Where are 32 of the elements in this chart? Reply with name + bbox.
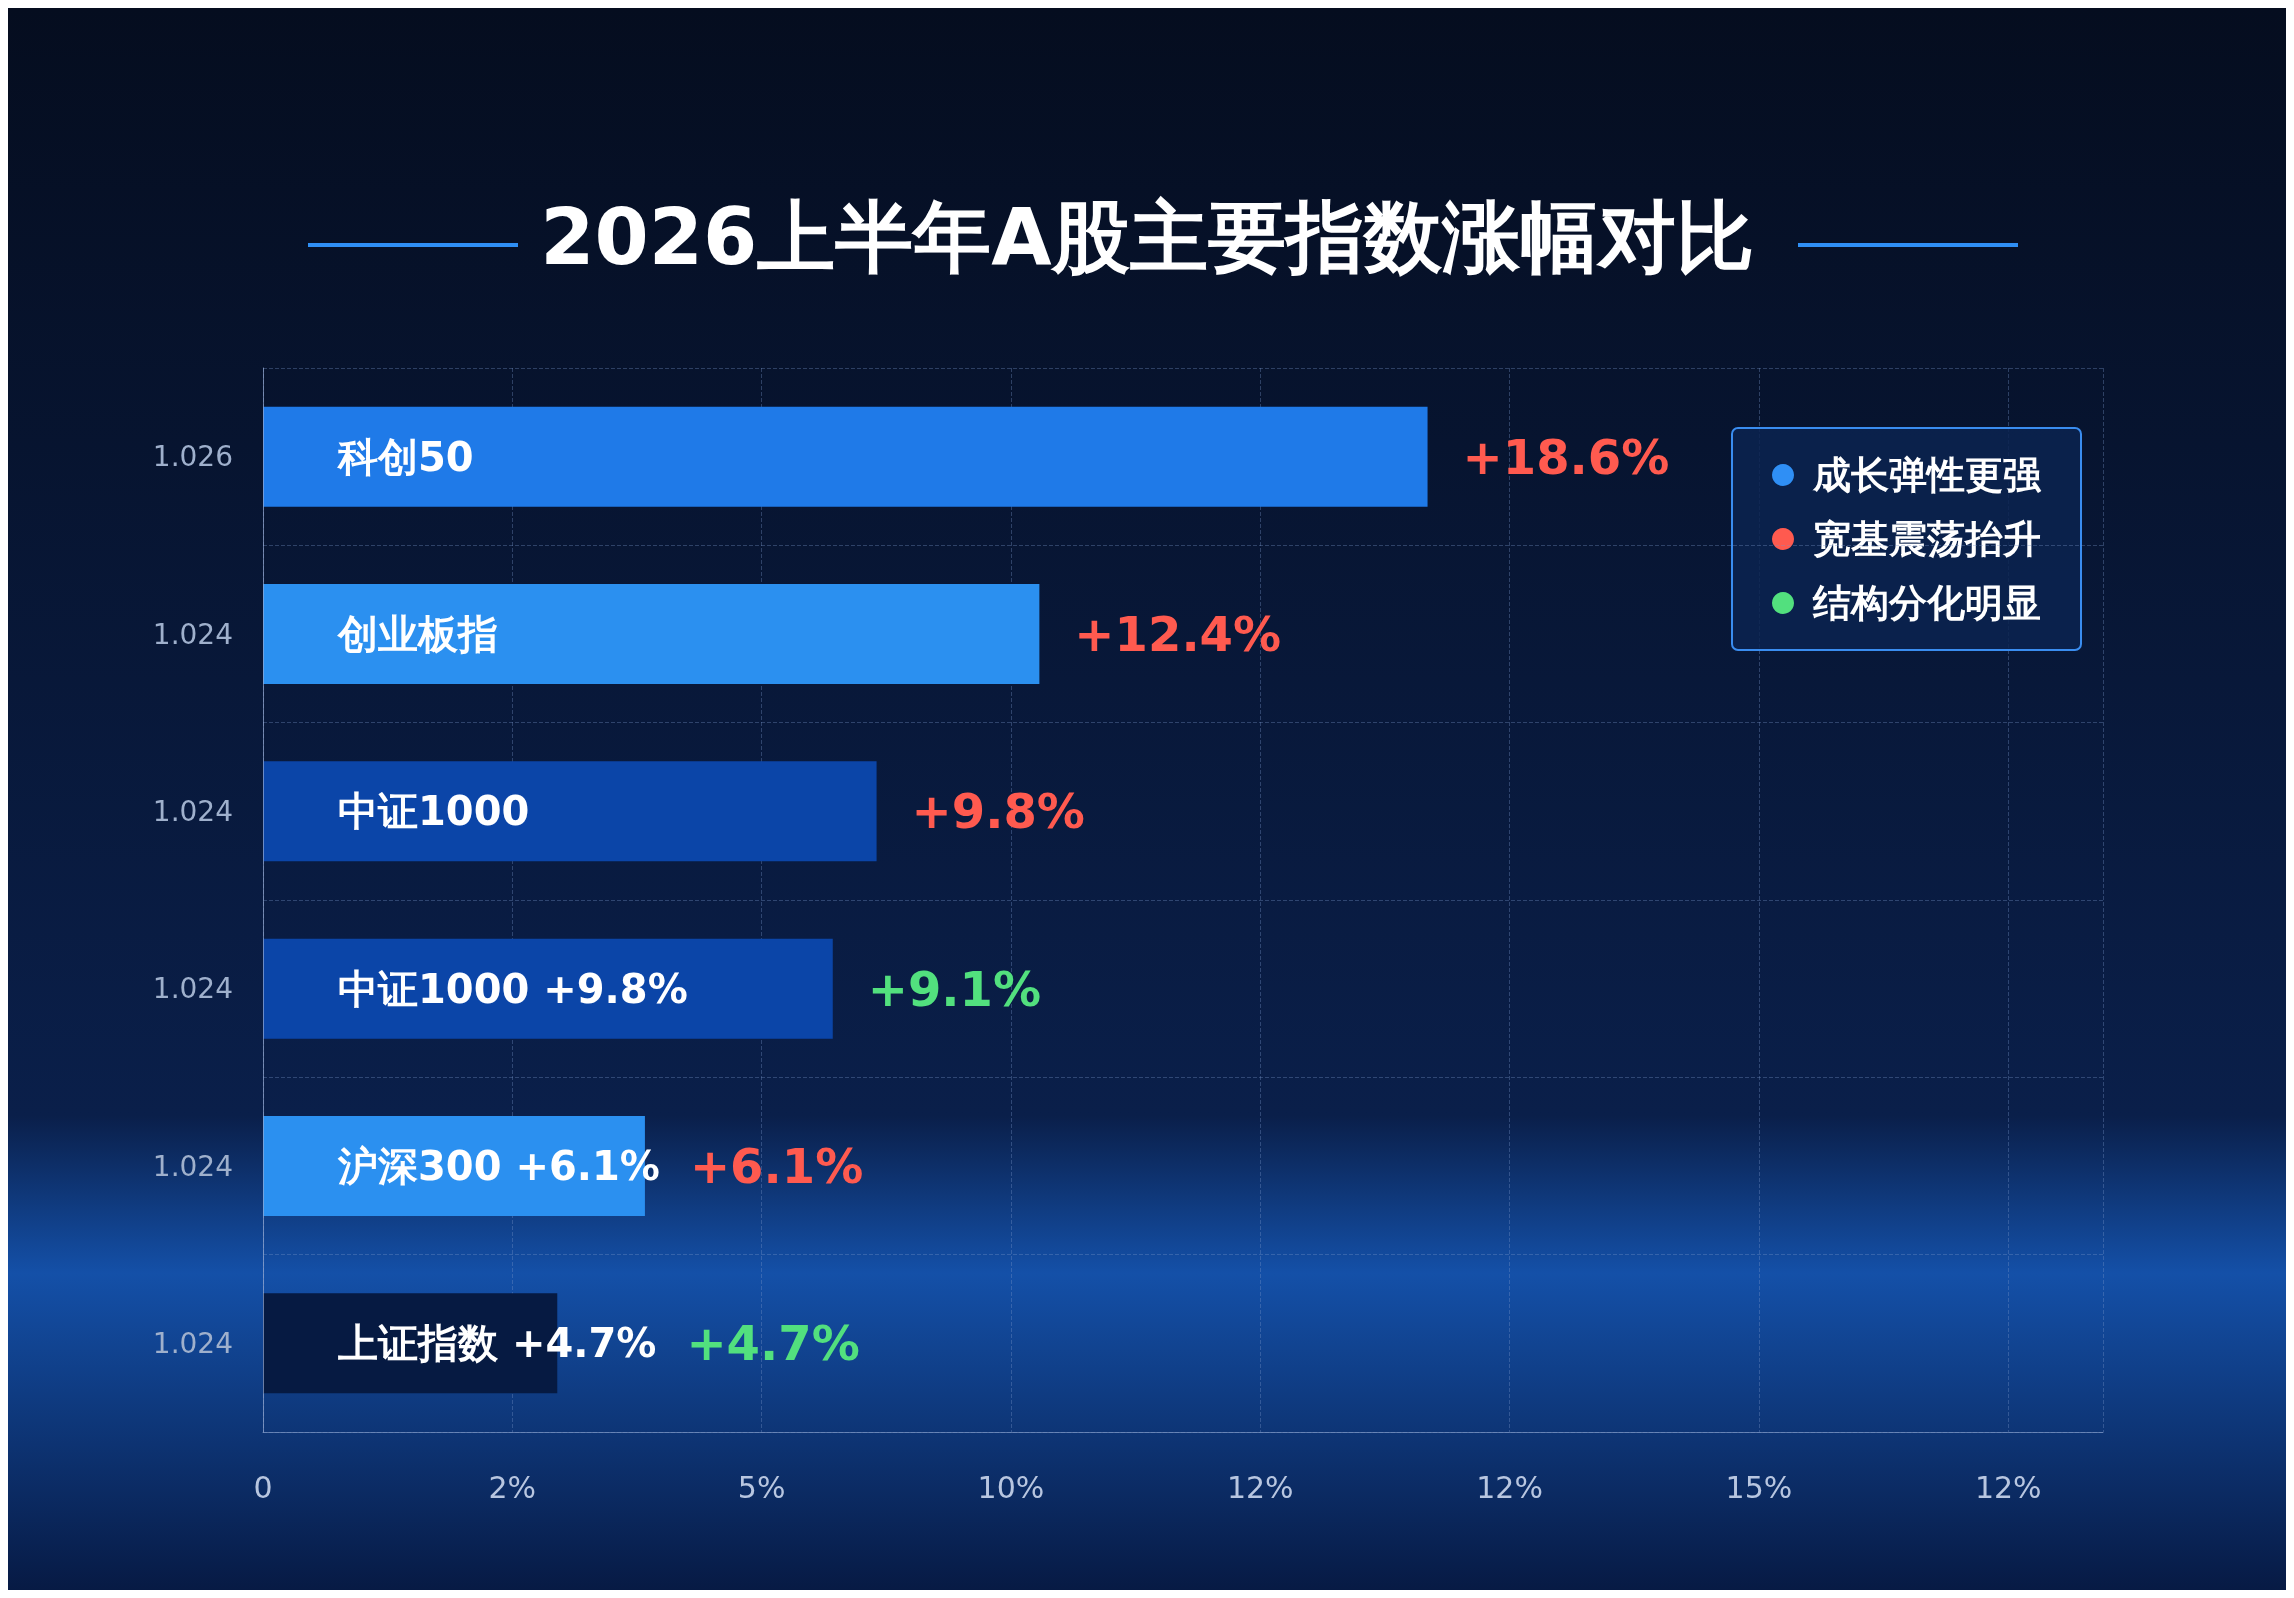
data-label: +12.4%: [1074, 606, 1282, 662]
text: 0: [253, 1469, 273, 1505]
text: 1.024: [152, 794, 233, 828]
bar: [263, 584, 1040, 684]
text: 1.024: [152, 972, 233, 1006]
text: 2%: [488, 1469, 537, 1505]
text: 10%: [977, 1469, 1045, 1505]
data-label: +18.6%: [1462, 428, 1670, 485]
y-tick-label: 科创50: [337, 433, 474, 480]
text: 1.024: [152, 1149, 233, 1183]
data-label: +9.8%: [911, 783, 1085, 840]
text: 12%: [1974, 1469, 2042, 1505]
text: 12%: [1476, 1469, 1543, 1505]
text: 结构分化明显: [1812, 581, 2041, 625]
legend-label: 成长弹性更强: [1812, 453, 2042, 497]
text: 1.026: [152, 440, 233, 474]
bar: [263, 938, 833, 1039]
y-tick-label: 中证1000 +9.8%: [338, 965, 688, 1012]
text: 宽基震荡抬升: [1813, 517, 2041, 561]
y-tick-label: 创业板指: [337, 611, 498, 657]
data-label: +9.1%: [867, 960, 1042, 1017]
text: 12%: [1226, 1469, 1294, 1505]
y-tick-label: 中证1000: [338, 788, 530, 835]
data-label: +4.7%: [686, 1315, 860, 1372]
text: 1.024: [152, 617, 233, 651]
y-tick-label: 上证指数 +4.7%: [338, 1320, 657, 1367]
text: 15%: [1725, 1469, 1793, 1505]
data-label: +6.1%: [689, 1138, 864, 1194]
chart-title: 2026上半年A股主要指数涨幅对比: [540, 192, 1754, 282]
text: 1.024: [152, 1326, 233, 1360]
bar: [263, 406, 1428, 507]
text: 5%: [737, 1469, 786, 1505]
